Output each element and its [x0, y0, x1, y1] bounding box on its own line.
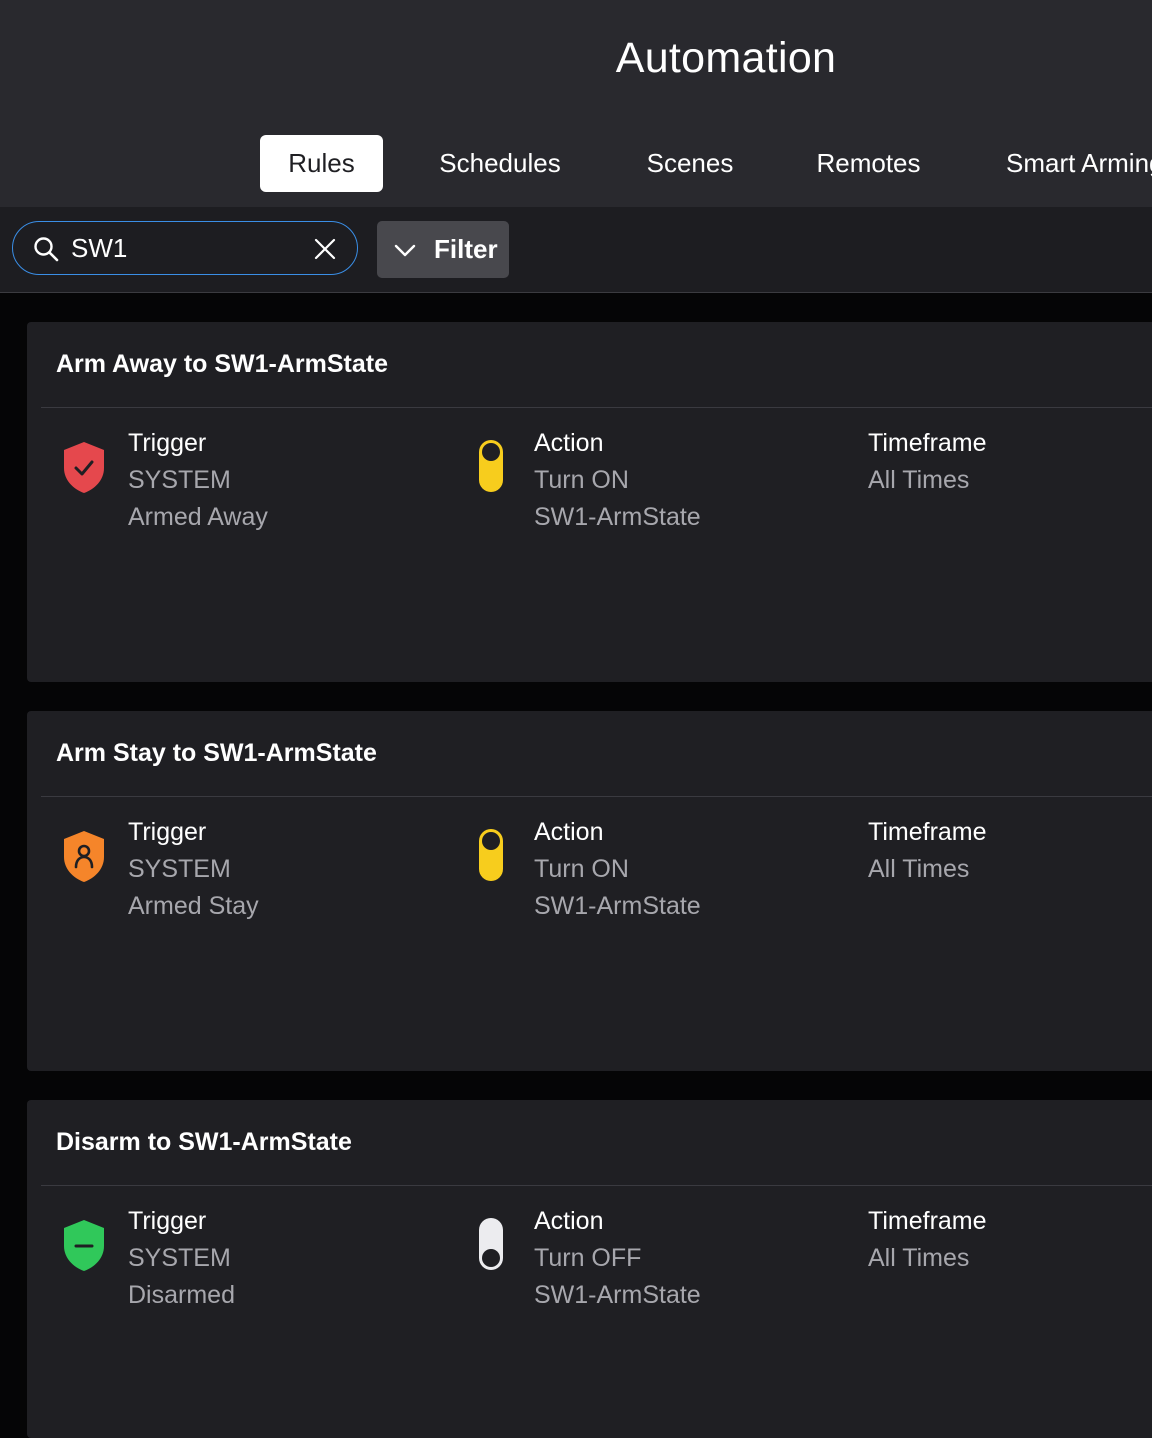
- timeframe-column: Timeframe All Times: [868, 814, 987, 888]
- action-column: Action Turn ON SW1-ArmState: [534, 814, 701, 925]
- divider: [41, 407, 1152, 408]
- trigger-column: Trigger SYSTEM Armed Away: [128, 425, 268, 536]
- filter-button[interactable]: Filter: [377, 221, 509, 278]
- timeframe-column: Timeframe All Times: [868, 1203, 987, 1277]
- timeframe-heading: Timeframe: [868, 1207, 987, 1235]
- chevron-down-icon: [394, 244, 416, 257]
- toggle-off-icon: [479, 1218, 503, 1270]
- page-title: Automation: [615, 34, 837, 82]
- trigger-event: Armed Stay: [128, 892, 259, 920]
- trigger-heading: Trigger: [128, 1207, 207, 1235]
- trigger-heading: Trigger: [128, 818, 207, 846]
- filter-label: Filter: [434, 234, 498, 264]
- action-target: SW1-ArmState: [534, 1281, 701, 1309]
- tab-remotes[interactable]: Remotes: [816, 148, 921, 178]
- trigger-event: Disarmed: [128, 1281, 235, 1309]
- toggle-on-icon: [479, 440, 503, 492]
- action-command: Turn OFF: [534, 1244, 642, 1272]
- timeframe-heading: Timeframe: [868, 818, 987, 846]
- shield-person-icon: [64, 831, 104, 882]
- search-box[interactable]: [12, 221, 358, 275]
- rule-title: Arm Away to SW1-ArmState: [56, 350, 389, 378]
- rule-card[interactable]: Arm Away to SW1-ArmState Trigger SYSTEM …: [27, 322, 1152, 682]
- toggle-on-icon: [479, 829, 503, 881]
- divider: [41, 1185, 1152, 1186]
- timeframe-value: All Times: [868, 466, 970, 494]
- tab-smart-arming[interactable]: Smart Arming: [1006, 148, 1152, 178]
- tab-scenes[interactable]: Scenes: [646, 148, 734, 178]
- trigger-column: Trigger SYSTEM Disarmed: [128, 1203, 235, 1314]
- timeframe-heading: Timeframe: [868, 429, 987, 457]
- app-header: Automation Rules Schedules Scenes Remote…: [0, 0, 1152, 207]
- timeframe-value: All Times: [868, 855, 970, 883]
- tab-bar: Rules Schedules Scenes Remotes Smart Arm…: [0, 135, 1152, 192]
- search-input[interactable]: [71, 230, 291, 266]
- rule-title: Disarm to SW1-ArmState: [56, 1128, 352, 1156]
- tab-schedules[interactable]: Schedules: [439, 148, 561, 178]
- rule-title: Arm Stay to SW1-ArmState: [56, 739, 377, 767]
- action-command: Turn ON: [534, 855, 629, 883]
- trigger-column: Trigger SYSTEM Armed Stay: [128, 814, 259, 925]
- action-column: Action Turn OFF SW1-ArmState: [534, 1203, 701, 1314]
- timeframe-value: All Times: [868, 1244, 970, 1272]
- trigger-source: SYSTEM: [128, 466, 231, 494]
- rule-card[interactable]: Arm Stay to SW1-ArmState Trigger SYSTEM …: [27, 711, 1152, 1071]
- action-heading: Action: [534, 818, 604, 846]
- trigger-event: Armed Away: [128, 503, 268, 531]
- tab-rules[interactable]: Rules: [260, 135, 383, 192]
- timeframe-column: Timeframe All Times: [868, 425, 987, 499]
- trigger-heading: Trigger: [128, 429, 207, 457]
- search-icon: [34, 237, 59, 262]
- rule-card[interactable]: Disarm to SW1-ArmState Trigger SYSTEM Di…: [27, 1100, 1152, 1438]
- trigger-source: SYSTEM: [128, 1244, 231, 1272]
- action-heading: Action: [534, 429, 604, 457]
- action-target: SW1-ArmState: [534, 892, 701, 920]
- action-heading: Action: [534, 1207, 604, 1235]
- action-command: Turn ON: [534, 466, 629, 494]
- divider: [41, 796, 1152, 797]
- shield-check-icon: [64, 442, 104, 493]
- toolbar: Filter: [0, 207, 1152, 293]
- action-column: Action Turn ON SW1-ArmState: [534, 425, 701, 536]
- trigger-source: SYSTEM: [128, 855, 231, 883]
- shield-minus-icon: [64, 1220, 104, 1271]
- clear-search-icon[interactable]: [313, 237, 337, 261]
- action-target: SW1-ArmState: [534, 503, 701, 531]
